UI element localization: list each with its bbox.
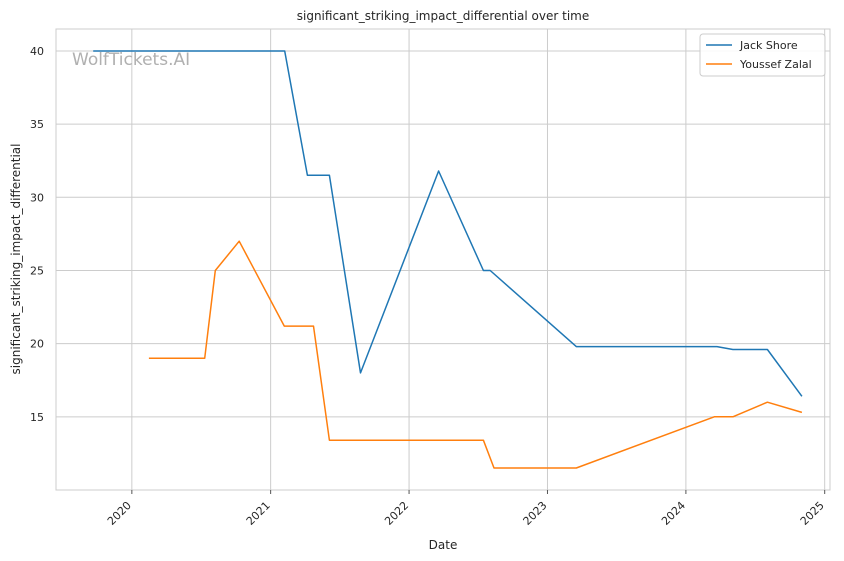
y-tick-label: 20 bbox=[30, 338, 44, 351]
y-tick-label: 25 bbox=[30, 264, 44, 277]
data-point-jack-shore bbox=[716, 345, 719, 348]
data-point-youssef-zalal bbox=[328, 439, 331, 442]
legend-label-jack-shore: Jack Shore bbox=[739, 39, 798, 52]
legend: Jack Shore Youssef Zalal bbox=[699, 33, 826, 77]
legend-label-youssef-zalal: Youssef Zalal bbox=[739, 58, 812, 71]
data-point-jack-shore bbox=[731, 348, 734, 351]
series-line-youssef-zalal bbox=[148, 240, 803, 469]
data-point-jack-shore bbox=[437, 170, 440, 173]
x-tick-label: 2024 bbox=[659, 499, 688, 528]
y-tick-label: 30 bbox=[30, 191, 44, 204]
series-lines bbox=[92, 50, 803, 470]
data-point-youssef-zalal bbox=[493, 467, 496, 470]
y-tick-label: 35 bbox=[30, 118, 44, 131]
data-point-youssef-zalal bbox=[575, 467, 578, 470]
data-point-youssef-zalal bbox=[238, 240, 241, 243]
data-point-jack-shore bbox=[92, 50, 95, 53]
data-point-youssef-zalal bbox=[283, 325, 286, 328]
x-axis-label: Date bbox=[429, 538, 458, 552]
x-tick-label: 2020 bbox=[105, 499, 134, 528]
watermark-text: WolfTickets.AI bbox=[72, 50, 190, 70]
data-point-jack-shore bbox=[328, 174, 331, 177]
data-point-youssef-zalal bbox=[312, 325, 315, 328]
y-tick-label: 15 bbox=[30, 411, 44, 424]
data-point-jack-shore bbox=[575, 345, 578, 348]
data-point-youssef-zalal bbox=[800, 411, 803, 414]
data-point-jack-shore bbox=[482, 269, 485, 272]
data-point-youssef-zalal bbox=[147, 357, 150, 360]
data-point-youssef-zalal bbox=[203, 357, 206, 360]
plot-frame bbox=[55, 28, 831, 491]
data-point-jack-shore bbox=[306, 174, 309, 177]
x-tick-label: 2022 bbox=[382, 499, 411, 528]
data-point-jack-shore bbox=[766, 348, 769, 351]
x-tick-label: 2025 bbox=[798, 499, 827, 528]
y-tick-label: 40 bbox=[30, 45, 44, 58]
data-point-jack-shore bbox=[359, 371, 362, 374]
grid-lines bbox=[56, 29, 830, 490]
series-line-jack-shore bbox=[93, 50, 803, 397]
data-point-youssef-zalal bbox=[731, 415, 734, 418]
y-axis-label: significant_striking_impact_differential bbox=[9, 144, 23, 375]
data-point-jack-shore bbox=[800, 395, 803, 398]
data-point-youssef-zalal bbox=[766, 401, 769, 404]
chart-title: significant_striking_impact_differential… bbox=[297, 9, 589, 23]
data-point-jack-shore bbox=[489, 269, 492, 272]
x-tick-label: 2023 bbox=[521, 499, 550, 528]
data-point-jack-shore bbox=[283, 50, 286, 53]
data-point-youssef-zalal bbox=[214, 269, 217, 272]
data-point-youssef-zalal bbox=[482, 439, 485, 442]
data-point-youssef-zalal bbox=[713, 415, 716, 418]
x-tick-label: 2021 bbox=[244, 499, 273, 528]
